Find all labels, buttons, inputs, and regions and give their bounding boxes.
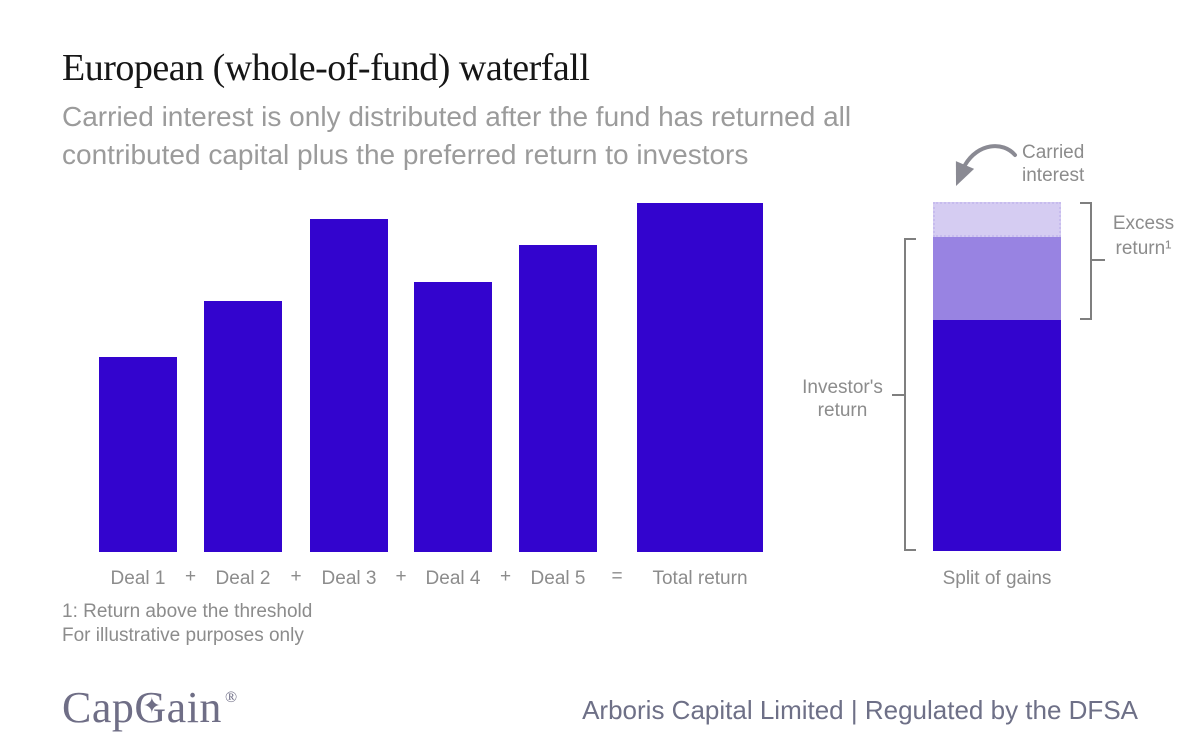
footnote-1: 1: Return above the threshold: [62, 601, 313, 622]
operator-plus-4: +: [499, 566, 512, 587]
operator-equals-5: =: [611, 566, 623, 587]
carried-interest-label: Carried interest: [1022, 142, 1085, 186]
bar-label-deal-4: Deal 4: [425, 568, 481, 589]
registered-trademark-icon: ®: [224, 689, 238, 706]
investors-return-label: Investor's return: [802, 377, 883, 421]
bar-deal-5: [519, 245, 597, 552]
footnote-2: For illustrative purposes only: [62, 625, 304, 646]
subtitle-line-2: contributed capital plus the preferred r…: [62, 139, 749, 170]
split-segment-investor-s-return: [933, 320, 1061, 551]
logo-text-suffix: ain: [166, 683, 222, 732]
page-subtitle: Carried interest is only distributed aft…: [62, 98, 851, 174]
page-title: European (whole-of-fund) waterfall: [62, 47, 590, 89]
split-segment-carried-interest: [933, 202, 1061, 237]
regulatory-disclaimer: Arboris Capital Limited | Regulated by t…: [582, 695, 1138, 725]
bar-total-return: [637, 203, 763, 552]
star-icon: ✦: [142, 693, 162, 719]
logo-letter-g: G: [134, 683, 167, 732]
carried-interest-arrow-icon: [955, 144, 1017, 186]
subtitle-line-1: Carried interest is only distributed aft…: [62, 101, 852, 132]
operator-plus-2: +: [290, 566, 302, 587]
investors-return-bracket-tick: [892, 394, 904, 396]
bar-label-deal-5: Deal 5: [530, 568, 586, 589]
bar-deal-2: [204, 301, 282, 552]
logo-text-prefix: Cap: [62, 683, 135, 732]
bar-label-deal-2: Deal 2: [215, 568, 271, 589]
excess-return-label: Excess return¹: [1112, 213, 1175, 259]
split-of-gains-label: Split of gains: [942, 568, 1052, 589]
excess-return-bracket: [1080, 202, 1092, 320]
bar-deal-1: [99, 357, 177, 552]
operator-plus-1: +: [184, 566, 197, 587]
footnotes: 1: Return above the threshold For illust…: [62, 600, 312, 648]
bar-label-deal-3: Deal 3: [321, 568, 377, 589]
bar-deal-4: [414, 282, 492, 552]
excess-return-bracket-tick: [1092, 259, 1105, 261]
bar-label-deal-1: Deal 1: [110, 568, 166, 589]
capgain-logo: CapG ✦ ain ®: [62, 682, 238, 733]
operator-plus-3: +: [395, 566, 407, 587]
bar-deal-3: [310, 219, 388, 552]
bar-label-total-return: Total return: [652, 568, 748, 589]
split-segment-excess-return-to-investors: [933, 237, 1061, 320]
investors-return-bracket: [904, 238, 916, 551]
